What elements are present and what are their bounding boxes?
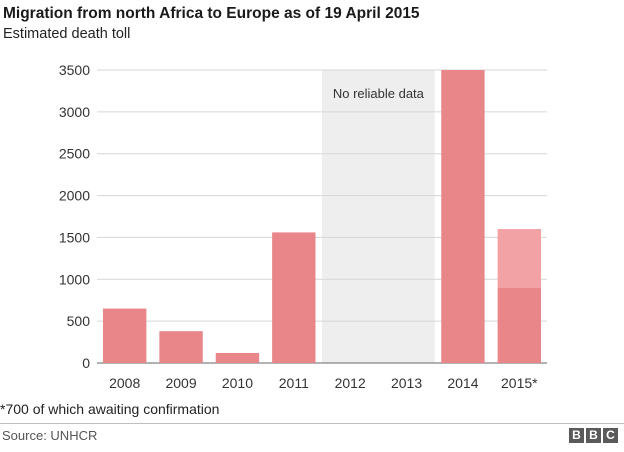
bar xyxy=(215,352,260,363)
x-tick-label: 2015* xyxy=(501,375,538,391)
no-data-region xyxy=(322,70,435,363)
chart-title: Migration from north Africa to Europe as… xyxy=(3,5,420,22)
bar xyxy=(103,308,147,363)
bar xyxy=(497,287,541,363)
bar xyxy=(441,70,485,363)
bbc-logo: B B C xyxy=(569,428,618,443)
bar-chart: No reliable data 0 500 1000 1500 2000 2500 3000… xyxy=(59,62,547,391)
y-tick-label: 1500 xyxy=(59,229,90,245)
y-tick-label: 3500 xyxy=(59,62,90,78)
bbc-logo-letter: C xyxy=(603,428,618,443)
y-tick-label: 2500 xyxy=(59,146,90,162)
bar xyxy=(159,331,203,363)
x-tick-label: 2011 xyxy=(279,375,309,391)
footer-divider xyxy=(0,423,624,424)
x-tick-label: 2013 xyxy=(391,375,422,391)
x-tick-label: 2010 xyxy=(222,375,253,391)
y-tick-label: 0 xyxy=(82,355,90,371)
x-tick-label: 2009 xyxy=(165,375,196,391)
source-credit: Source: UNHCR xyxy=(2,428,98,443)
x-tick-label: 2012 xyxy=(335,375,366,391)
footnote: *700 of which awaiting confirmation xyxy=(0,401,220,417)
x-tick-label: 2008 xyxy=(109,375,140,391)
chart-subtitle: Estimated death toll xyxy=(3,26,131,42)
y-tick-label: 3000 xyxy=(59,104,90,120)
no-data-label: No reliable data xyxy=(333,86,425,101)
bbc-logo-letter: B xyxy=(586,428,601,443)
bar-unconfirmed xyxy=(497,229,541,288)
x-tick-label: 2014 xyxy=(447,375,478,391)
bar xyxy=(272,232,316,363)
y-tick-label: 500 xyxy=(67,313,91,329)
y-tick-label: 2000 xyxy=(59,188,90,204)
bbc-logo-letter: B xyxy=(569,428,584,443)
y-tick-label: 1000 xyxy=(59,271,90,287)
